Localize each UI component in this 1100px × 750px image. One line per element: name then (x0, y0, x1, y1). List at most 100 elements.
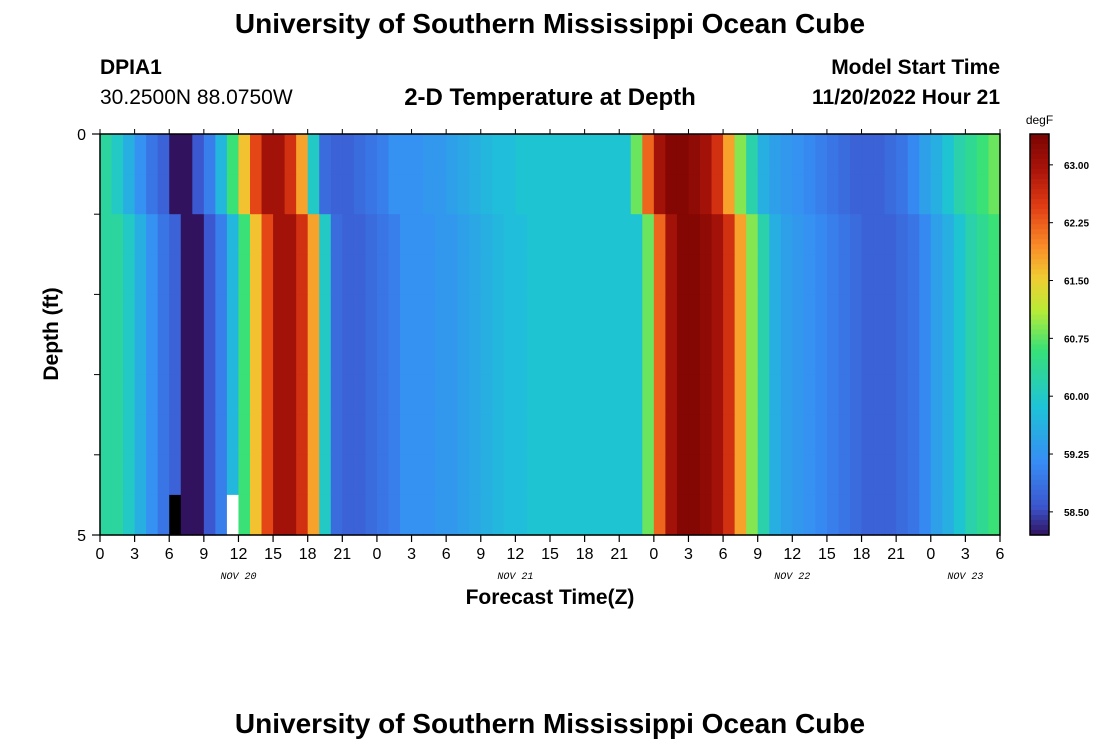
heatmap-cell (134, 414, 147, 456)
heatmap-cell (723, 134, 736, 175)
page-title: University of Southern Mississippi Ocean… (234, 8, 866, 39)
heatmap-cell (307, 254, 320, 295)
colorbar-segment (1030, 399, 1049, 406)
heatmap-cell (630, 334, 643, 376)
colorbar-segment (1030, 139, 1049, 145)
heatmap-cell (976, 254, 990, 295)
heatmap-cell (665, 174, 678, 215)
heatmap-cell (146, 374, 159, 416)
heatmap-cell (907, 294, 920, 336)
heatmap-cell (503, 174, 516, 215)
heatmap-cell (861, 494, 874, 536)
heatmap-cell (873, 374, 886, 416)
colorbar-segment (1030, 169, 1049, 175)
heatmap-cell (238, 134, 251, 175)
heatmap-cell (388, 374, 401, 416)
heatmap-cell (930, 174, 943, 215)
heatmap-cell (561, 294, 574, 336)
heatmap-cell (769, 294, 782, 336)
heatmap-cell (665, 294, 678, 336)
colorbar-segment (1030, 369, 1049, 376)
colorbar-segment (1030, 404, 1049, 411)
colorbar-segment (1030, 359, 1049, 366)
heatmap-cell (284, 214, 297, 255)
heatmap-cell (423, 214, 436, 255)
heatmap-cell (538, 134, 551, 175)
heatmap-cell (607, 174, 620, 215)
heatmap-cell (503, 254, 516, 295)
heatmap-cell (284, 334, 297, 376)
heatmap-cell (573, 374, 586, 416)
heatmap-cell (353, 454, 366, 496)
heatmap-cell (688, 254, 701, 295)
heatmap-cell (653, 294, 666, 336)
heatmap-cell (342, 254, 355, 295)
heatmap-cell (400, 294, 413, 336)
heatmap-cell (838, 254, 851, 295)
x-tick-label: 12 (506, 546, 524, 563)
heatmap-cell (930, 294, 943, 336)
heatmap-cell (134, 214, 147, 255)
heatmap-cell (803, 374, 816, 416)
heatmap-cell (180, 494, 193, 536)
heatmap-cell (111, 294, 124, 336)
heatmap-cell (769, 494, 782, 536)
heatmap-cell (400, 254, 413, 295)
heatmap-cell (388, 134, 401, 175)
heatmap-cell (180, 134, 193, 175)
heatmap-cell (653, 134, 666, 175)
heatmap-cell (538, 454, 551, 496)
heatmap-cell (815, 254, 828, 295)
heatmap-cell (457, 374, 470, 416)
heatmap-cell (676, 174, 690, 215)
heatmap-cell (746, 214, 759, 255)
heatmap-cell (515, 174, 528, 215)
heatmap-cell (100, 374, 113, 416)
colorbar-tick-label: 63.00 (1064, 161, 1089, 172)
heatmap-cell (296, 294, 309, 336)
colorbar-segment (1030, 184, 1049, 190)
heatmap-cell (723, 254, 736, 295)
model-start-label: Model Start Time (831, 56, 1000, 79)
heatmap-cell (884, 454, 897, 496)
heatmap-cell (203, 454, 216, 496)
heatmap-cell (965, 294, 978, 336)
heatmap-cell (653, 214, 666, 255)
colorbar-segment (1030, 279, 1049, 285)
heatmap-cell (988, 334, 1001, 376)
heatmap-cell (480, 134, 493, 175)
heatmap-cell (930, 374, 943, 416)
heatmap-cell (953, 374, 966, 416)
heatmap-cell (746, 254, 759, 295)
heatmap-cell (757, 374, 770, 416)
heatmap-cell (630, 454, 643, 496)
heatmap-cell (388, 494, 401, 536)
heatmap-cell (296, 134, 309, 175)
heatmap-cell (550, 174, 563, 215)
heatmap-cell (584, 294, 597, 336)
heatmap-cell (180, 374, 193, 416)
heatmap-cell (157, 174, 170, 215)
heatmap-cell (550, 494, 563, 536)
heatmap-cell (400, 334, 413, 376)
heatmap-cell (700, 294, 713, 336)
heatmap-cell (850, 134, 863, 175)
heatmap-cell (526, 374, 540, 416)
heatmap-cells (100, 134, 1001, 536)
heatmap-cell (561, 214, 574, 255)
heatmap-cell (503, 494, 516, 536)
heatmap-cell (411, 214, 424, 255)
heatmap-cell (423, 414, 436, 456)
heatmap-cell (100, 494, 113, 536)
heatmap-cell (861, 174, 874, 215)
heatmap-cell (365, 214, 378, 255)
heatmap-cell (907, 134, 920, 175)
heatmap-cell (411, 294, 424, 336)
heatmap-cell (215, 294, 228, 336)
heatmap-cell (457, 134, 470, 175)
heatmap-cell (446, 214, 459, 255)
heatmap-cell (515, 414, 528, 456)
heatmap-cell (388, 334, 401, 376)
heatmap-cell (123, 254, 136, 295)
